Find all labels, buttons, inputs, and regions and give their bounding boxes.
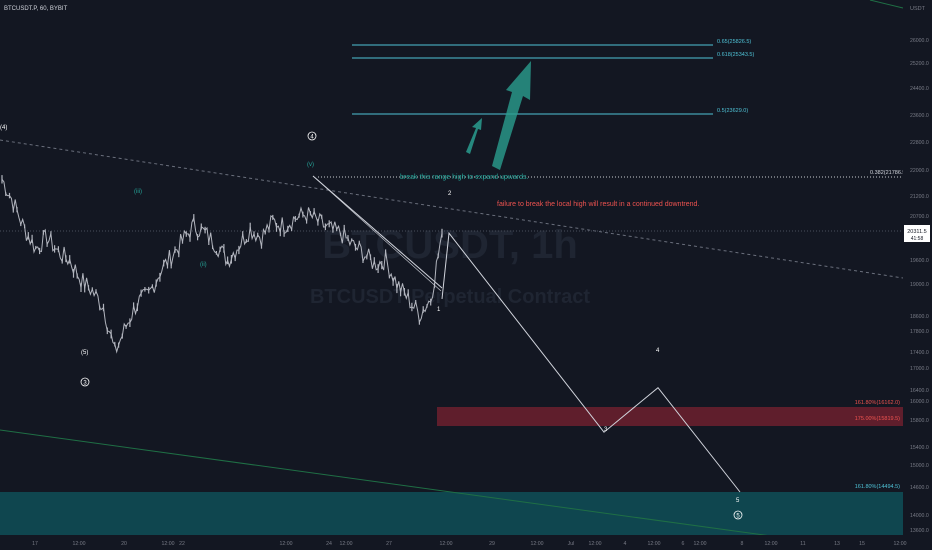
- wave-label-iii: (iii): [134, 189, 142, 195]
- time-tick-label: 12:00: [162, 541, 175, 547]
- fibonacci-levels: 0.65(25826.5) 0.618(25343.5) 0.5(23629.0) 0…: [352, 39, 907, 176]
- lower-channel-line[interactable]: [0, 429, 801, 541]
- time-tick-label: 12:00: [340, 541, 353, 547]
- time-tick-label: 12:00: [894, 541, 907, 547]
- current-price-value: 20311.5: [907, 229, 926, 235]
- wave-circle-5: [733, 510, 743, 520]
- downtrend-line[interactable]: [0, 139, 904, 279]
- wave-label-4: 4: [656, 348, 660, 354]
- red-target-zone[interactable]: [437, 407, 903, 426]
- price-tick-label: 14000.0: [910, 513, 929, 519]
- price-tick-label: 21200.0: [910, 194, 929, 200]
- price-tick-label: 20700.0: [910, 214, 929, 220]
- time-tick-label: 27: [386, 541, 392, 547]
- price-tick-label: 15000.0: [910, 463, 929, 469]
- price-tick-label: 16400.0: [910, 388, 929, 394]
- price-tick-label: 14600.0: [910, 485, 929, 491]
- wave-label-ii: (ii): [200, 262, 207, 268]
- target-zones: 161.80%(16162.0) 175.00%(15819.5) 161.80%(…: [0, 400, 903, 535]
- failure-note: failure to break the local high will res…: [497, 201, 699, 208]
- time-axis[interactable]: [0, 535, 932, 550]
- large-up-arrow[interactable]: [492, 61, 531, 170]
- price-tick-label: 17800.0: [910, 329, 929, 335]
- countdown-timer: 41:58: [911, 236, 924, 242]
- fib-label: 0.65(25826.5): [717, 39, 751, 45]
- time-tick-label: 13: [834, 541, 840, 547]
- projection-path[interactable]: [441, 231, 741, 493]
- watermark-ticker: BTCUSDT, 1h: [322, 223, 578, 267]
- price-tick-label: 16000.0: [910, 399, 929, 405]
- wave-circle-4: [307, 131, 317, 141]
- price-tick-label: 23600.0: [910, 113, 929, 119]
- wave-circle-3: [80, 377, 90, 387]
- time-tick-label: 12:00: [280, 541, 293, 547]
- time-tick-label: 11: [800, 541, 805, 547]
- wedge-lower-line[interactable]: [312, 175, 442, 292]
- range-break-note: break this range high to expand upwards.: [400, 174, 528, 181]
- teal-target-zone[interactable]: [0, 492, 903, 535]
- wave-label-1: 1: [437, 307, 441, 313]
- time-tick-label: 12:00: [648, 541, 661, 547]
- wedge-upper-line[interactable]: [312, 175, 443, 289]
- watermark-subtitle: BTCUSDT Perpetual Contract: [310, 286, 590, 308]
- zone-label: 161.80%(14494.5): [855, 484, 900, 490]
- time-tick-label: 24: [326, 541, 332, 547]
- time-tick-label: 12:00: [73, 541, 86, 547]
- time-tick-label: 6: [682, 541, 685, 547]
- zone-label: 161.80%(16162.0): [855, 400, 900, 406]
- wave-label-5-paren: (5): [81, 350, 88, 356]
- symbol-header[interactable]: BTCUSDT.P, 60, BYBIT: [4, 6, 68, 12]
- fib-label: 0.382(21786.5): [870, 170, 907, 176]
- price-tick-label: 25200.0: [910, 61, 929, 67]
- wave-label-2: 2: [448, 191, 452, 197]
- price-tick-label: 19000.0: [910, 282, 929, 288]
- price-tick-label: 24400.0: [910, 86, 929, 92]
- upper-channel-line[interactable]: [869, 0, 904, 9]
- time-axis-ticks: 17 12:00 20 12:00 22 12:00 24 12:00 27 12:00 29 12:…: [32, 541, 906, 547]
- wave-label-circle-4: 4: [310, 135, 314, 141]
- price-tick-label: 22000.0: [910, 168, 929, 174]
- price-axis-ticks: 26000.0 25200.0 24400.0 23600.0 22800.0 22000…: [910, 38, 929, 534]
- price-series: [1, 175, 443, 354]
- price-tick-label: 17000.0: [910, 366, 929, 372]
- time-tick-label: 12:00: [589, 541, 602, 547]
- currency-label: USDT: [910, 6, 926, 12]
- wave-label-v: (v): [307, 162, 314, 168]
- fib-label: 0.618(25343.5): [717, 52, 754, 58]
- price-tick-label: 22800.0: [910, 140, 929, 146]
- time-tick-label: 4: [624, 541, 627, 547]
- price-tick-label: 18600.0: [910, 314, 929, 320]
- time-tick-label: 15: [859, 541, 865, 547]
- time-tick-label: 12:00: [765, 541, 778, 547]
- zone-label: 175.00%(15819.5): [855, 416, 900, 422]
- wave-label-3: 3: [604, 427, 608, 433]
- price-tick-label: 26000.0: [910, 38, 929, 44]
- price-tick-label: 13600.0: [910, 528, 929, 534]
- time-tick-label: 12:00: [694, 541, 707, 547]
- wave-label-5: 5: [736, 498, 740, 504]
- current-price-badge: [904, 225, 930, 242]
- fib-label: 0.5(23629.0): [717, 108, 748, 114]
- time-tick-label: 29: [489, 541, 495, 547]
- time-tick-label: 12:00: [440, 541, 453, 547]
- price-tick-label: 19600.0: [910, 258, 929, 264]
- wave-label-circle-5: 5: [736, 514, 740, 520]
- time-tick-label: Jul: [568, 541, 575, 547]
- time-tick-label: 12:00: [531, 541, 544, 547]
- time-tick-label: 22: [179, 541, 185, 547]
- small-up-arrow[interactable]: [466, 118, 482, 154]
- price-tick-label: 17400.0: [910, 350, 929, 356]
- time-tick-label: 20: [121, 541, 127, 547]
- price-tick-label: 15400.0: [910, 445, 929, 451]
- wave-label-4-paren: (4): [0, 125, 7, 131]
- price-axis[interactable]: [903, 0, 932, 535]
- wave-label-circle-3: 3: [83, 381, 87, 387]
- time-tick-label: 17: [32, 541, 38, 547]
- price-line[interactable]: [1, 178, 443, 354]
- price-tick-label: 15800.0: [910, 418, 929, 424]
- time-tick-label: 8: [741, 541, 744, 547]
